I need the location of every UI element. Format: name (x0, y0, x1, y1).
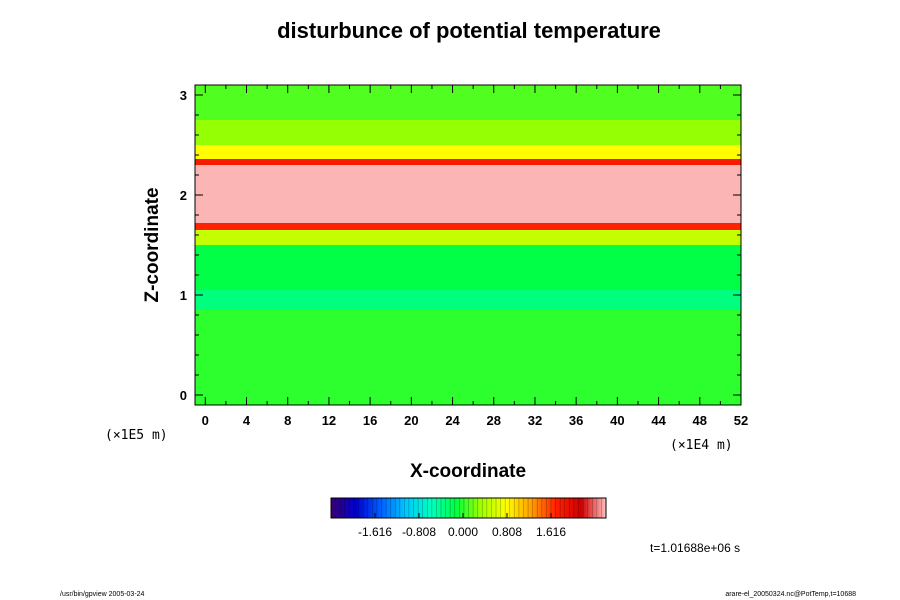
y-tick-label: 1 (180, 288, 187, 303)
x-tick-label: 20 (404, 413, 418, 428)
x-tick-label: 32 (528, 413, 542, 428)
colorbar-frame (330, 497, 607, 519)
field-layer (195, 165, 741, 223)
y-tick-label: 0 (180, 388, 187, 403)
x-axis-label: X-coordinate (410, 461, 526, 482)
x-tick-label: 16 (363, 413, 377, 428)
colorbar-tick-label: 0.000 (448, 525, 478, 539)
y-tick-marks: 0 1 2 3 (180, 88, 741, 403)
plot-frame (194, 84, 742, 406)
x-tick-label: 4 (243, 413, 251, 428)
x-tick-label: 52 (734, 413, 748, 428)
x-tick-marks: 0 4 8 12 16 20 24 28 32 36 40 44 48 52 (202, 85, 748, 428)
field-layer (195, 290, 741, 310)
x-tick-label: 28 (487, 413, 501, 428)
colorbar-stripes (335, 498, 602, 518)
x-tick-label: 40 (610, 413, 624, 428)
x-tick-label: 36 (569, 413, 583, 428)
x-tick-label: 44 (651, 413, 666, 428)
y-tick-label: 2 (180, 188, 187, 203)
colorbar-tick-label: -1.616 (358, 525, 392, 539)
time-label: t=1.01688e+06 s (650, 541, 740, 555)
x-tick-label: 0 (202, 413, 209, 428)
field-layer (195, 223, 741, 230)
field-layer (195, 159, 741, 165)
colorbar-strip (331, 498, 606, 518)
field-layer (195, 230, 741, 245)
footer-left: /usr/bin/gpview 2005-03-24 (60, 591, 145, 598)
field-layer (195, 245, 741, 290)
y-scale-label: (×1E5 m) (105, 428, 168, 443)
x-tick-label: 8 (284, 413, 291, 428)
y-axis-label: Z-coordinate (142, 187, 163, 302)
field-layers (195, 85, 741, 405)
field-layer (195, 310, 741, 405)
field-layer (195, 120, 741, 145)
x-tick-label: 12 (322, 413, 336, 428)
x-scale-label: (×1E4 m) (670, 438, 733, 453)
footer-right: arare-el_20050324.nc@PotTemp,t=10688 (725, 591, 856, 598)
x-tick-label: 48 (693, 413, 707, 428)
colorbar-tick-label: -0.808 (402, 525, 436, 539)
field-layer (195, 85, 741, 120)
y-tick-label: 3 (180, 88, 187, 103)
colorbar-ticks: -1.616 -0.808 0.000 0.808 1.616 (358, 513, 566, 539)
field-layer (195, 145, 741, 159)
colorbar: -1.616 -0.808 0.000 0.808 1.616 (330, 497, 607, 539)
x-tick-label: 24 (445, 413, 460, 428)
chart-title: disturbunce of potential temperature (277, 18, 661, 43)
colorbar-tick-label: 1.616 (536, 525, 566, 539)
colorbar-tick-label: 0.808 (492, 525, 522, 539)
